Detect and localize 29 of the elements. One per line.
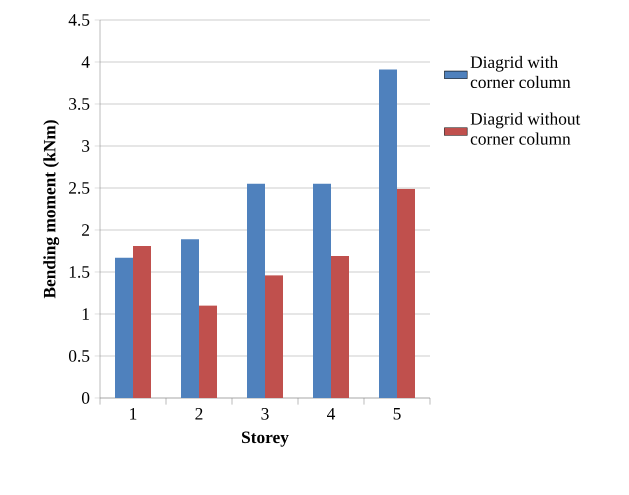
legend-label: Diagrid with corner column: [470, 56, 570, 88]
bar: [397, 188, 415, 398]
y-axis-title: Bending moment (kNm): [43, 120, 60, 298]
y-tick-label: 4: [82, 56, 90, 68]
bar: [331, 256, 349, 398]
x-axis-title: Storey: [242, 431, 289, 447]
x-tick-label: 3: [262, 408, 269, 420]
bar: [115, 258, 134, 398]
bar: [133, 246, 152, 398]
y-tick-label: 1.5: [70, 266, 90, 278]
y-tick-label: 1: [82, 308, 89, 320]
x-tick-label: 5: [394, 408, 401, 420]
y-tick-label: 0.5: [68, 350, 90, 362]
x-tick-label: 2: [195, 408, 202, 420]
bar: [199, 306, 218, 398]
bar: [247, 184, 265, 398]
y-tick-label: 2: [82, 224, 90, 236]
y-tick-label: 3.5: [69, 98, 90, 110]
legend-label: Diagrid without corner column: [470, 112, 580, 145]
bar: [313, 184, 331, 398]
bar: [379, 70, 397, 398]
y-tick-label: 3: [82, 140, 90, 152]
y-tick-label: 2.5: [69, 182, 90, 194]
y-tick-label: 0: [82, 392, 90, 404]
x-tick-label: 4: [327, 408, 336, 420]
y-tick-label: 4.5: [68, 14, 90, 26]
x-tick-label: 1: [130, 408, 136, 420]
bar: [181, 239, 200, 398]
bar: [265, 275, 283, 398]
